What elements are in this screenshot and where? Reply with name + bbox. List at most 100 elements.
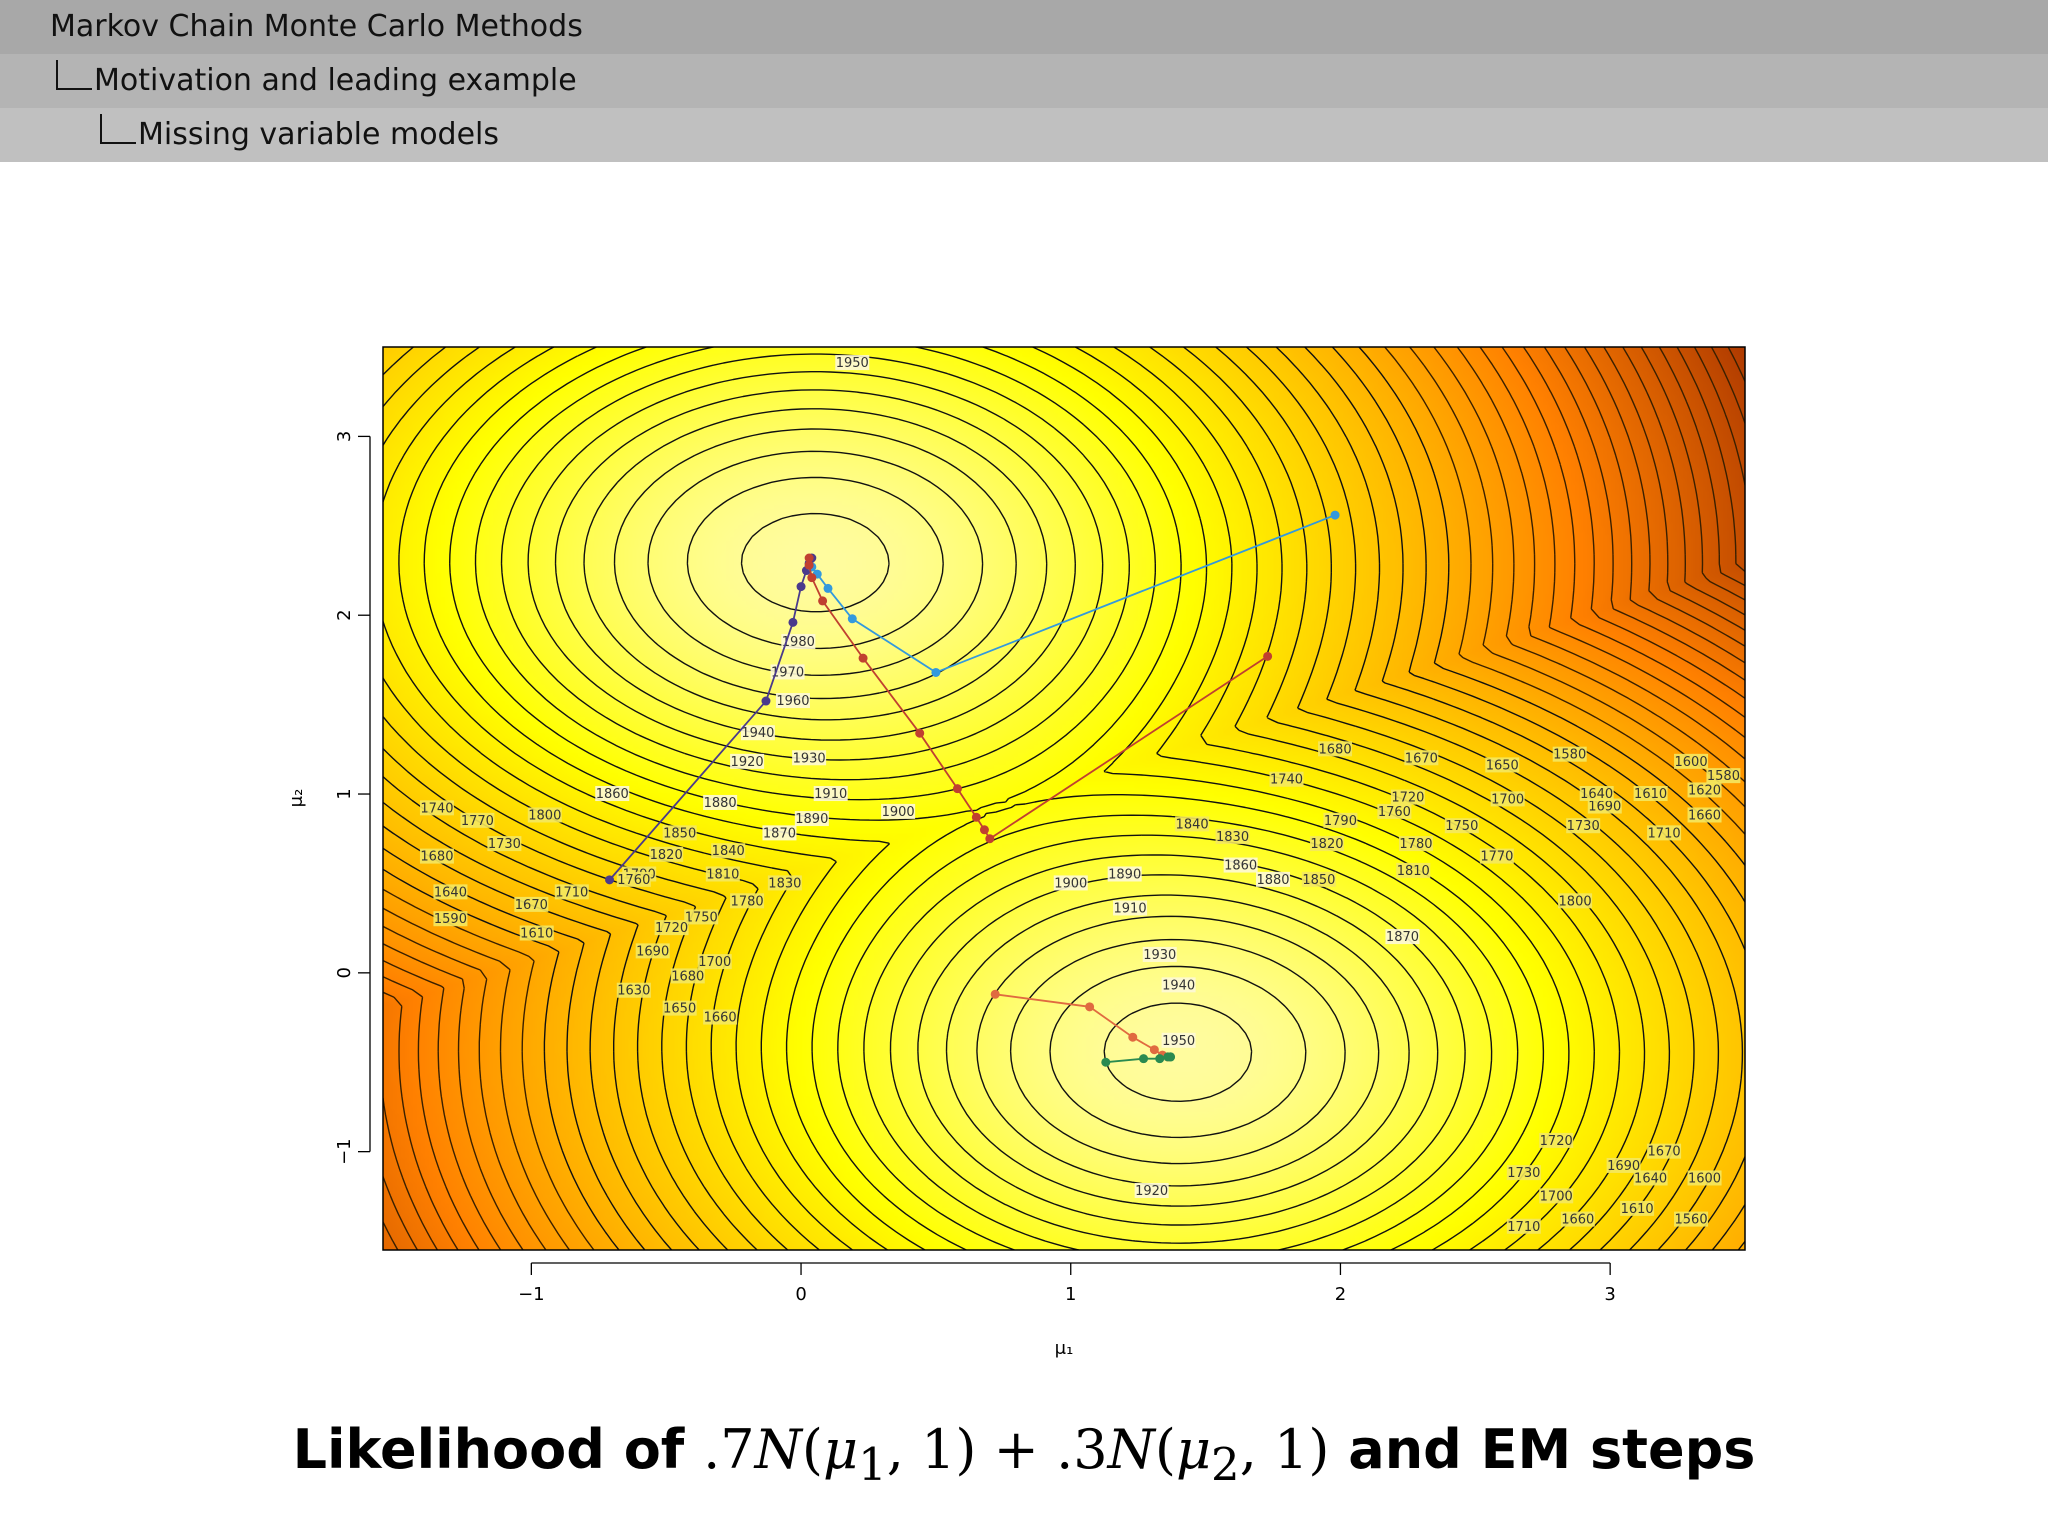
contour-label-bg	[1318, 741, 1353, 757]
caption-op-1: , 1) +	[886, 1418, 1057, 1481]
contour-line	[686, 476, 1307, 1139]
contour-label-bg	[1444, 818, 1479, 834]
contour-label: 1700	[698, 955, 731, 970]
contour-label-bg	[1161, 1032, 1196, 1048]
contour-label: 1620	[1688, 783, 1721, 798]
caption-op-2: , 1)	[1239, 1418, 1330, 1481]
contour-label: 1680	[671, 969, 704, 984]
contour-label-bg	[794, 811, 829, 827]
contour-label-bg	[616, 982, 651, 998]
contour-label-bg	[697, 954, 732, 970]
contour-label: 1920	[731, 755, 764, 770]
contour-label-bg	[1479, 848, 1514, 864]
contour-label-bg	[835, 355, 870, 371]
contour-label: 1800	[528, 808, 561, 823]
em-step-point	[847, 614, 857, 624]
contour-label: 1560	[1675, 1213, 1708, 1228]
contour-line	[527, 371, 1466, 1244]
tree-corner-icon	[56, 60, 92, 90]
contour-label: 1780	[731, 894, 764, 909]
contour-label: 1900	[1054, 876, 1087, 891]
em-step-point	[985, 834, 995, 844]
contour-label: 1880	[704, 796, 737, 811]
contour-label-bg	[1539, 1188, 1574, 1204]
em-step-point	[858, 653, 868, 663]
header-section: Markov Chain Monte Carlo Methods	[0, 0, 2048, 54]
contour-label: 1900	[882, 805, 915, 820]
contour-label-bg	[1404, 750, 1439, 766]
x-axis-label: μ₁	[1055, 1338, 1074, 1359]
em-step-point	[990, 989, 1000, 999]
contour-label: 1610	[1634, 787, 1667, 802]
contour-label: 1760	[1378, 805, 1411, 820]
contour-label-bg	[554, 884, 589, 900]
contour-line	[1676, 347, 1745, 573]
x-tick-label: 3	[1604, 1284, 1615, 1305]
contour-line	[383, 347, 1745, 1250]
contour-label-bg	[767, 875, 802, 891]
contour-label-bg	[1687, 807, 1722, 823]
contour-label: 1580	[1553, 748, 1586, 763]
y-tick-label: −1	[334, 1138, 355, 1165]
y-axis-label: μ₂	[286, 789, 307, 808]
contour-label: 1830	[768, 876, 801, 891]
contour-line	[383, 347, 1744, 1250]
contour-label-bg	[1606, 1157, 1641, 1173]
contour-label-bg	[1301, 871, 1336, 887]
contour-label-bg	[1506, 1165, 1541, 1181]
contour-label-bg	[740, 725, 775, 741]
contour-line	[383, 347, 1745, 1250]
contour-label-bg	[662, 825, 697, 841]
em-step-point	[788, 617, 798, 627]
contour-label: 1730	[1507, 1166, 1540, 1181]
contour-label-bg	[433, 911, 468, 927]
contour-label: 1840	[1176, 817, 1209, 832]
contour-label: 1750	[685, 910, 718, 925]
tree-corner-icon	[100, 114, 136, 144]
contour-label-bg	[1134, 1182, 1169, 1198]
contour-label: 1940	[1162, 978, 1195, 993]
contour-label: 1740	[1270, 773, 1303, 788]
em-step-point	[979, 825, 989, 835]
contour-label: 1870	[1386, 930, 1419, 945]
contour-label-bg	[1647, 1143, 1682, 1159]
contour-label: 1770	[1480, 850, 1513, 865]
contour-label-bg	[419, 848, 454, 864]
contour-label-bg	[487, 836, 522, 852]
contour-label: 1610	[520, 927, 553, 942]
contour-line	[500, 353, 1493, 1250]
contour-line	[1658, 347, 1745, 587]
contour-line	[383, 347, 1745, 1250]
contour-label: 1660	[704, 1011, 737, 1026]
y-tick-label: 1	[334, 788, 355, 799]
contour-label: 1650	[663, 1002, 696, 1017]
contour-label-bg	[1566, 818, 1601, 834]
contour-label: 1830	[1216, 830, 1249, 845]
em-step-point	[823, 583, 833, 593]
contour-label: 1680	[420, 850, 453, 865]
contour-label-bg	[1490, 791, 1525, 807]
contour-line	[1622, 347, 1745, 616]
contour-line	[554, 389, 1439, 1226]
contour-label-bg	[1323, 812, 1358, 828]
contour-line	[383, 347, 1745, 1250]
contour-line	[423, 347, 1570, 1250]
contour-label: 1670	[1648, 1145, 1681, 1160]
contour-label-bg	[1506, 1218, 1541, 1234]
em-step-point	[915, 728, 925, 738]
contour-label: 1730	[488, 837, 521, 852]
contour-label-bg	[595, 786, 630, 802]
contour-label: 1720	[1391, 791, 1424, 806]
caption-formula: .7N(μ1, 1) + .3N(μ2, 1)	[703, 1418, 1330, 1491]
y-tick-label: 3	[334, 431, 355, 442]
contour-line	[383, 347, 1745, 1250]
contour-label: 1660	[1688, 808, 1721, 823]
contour-label-bg	[1142, 946, 1177, 962]
contour-label: 1690	[636, 944, 669, 959]
contour-label-bg	[1647, 825, 1682, 841]
contour-label-bg	[1256, 871, 1291, 887]
header-subsubsection: Missing variable models	[0, 108, 2048, 162]
contour-label-bg	[730, 753, 765, 769]
em-step-point	[1330, 510, 1340, 520]
contour-label: 1930	[793, 751, 826, 766]
